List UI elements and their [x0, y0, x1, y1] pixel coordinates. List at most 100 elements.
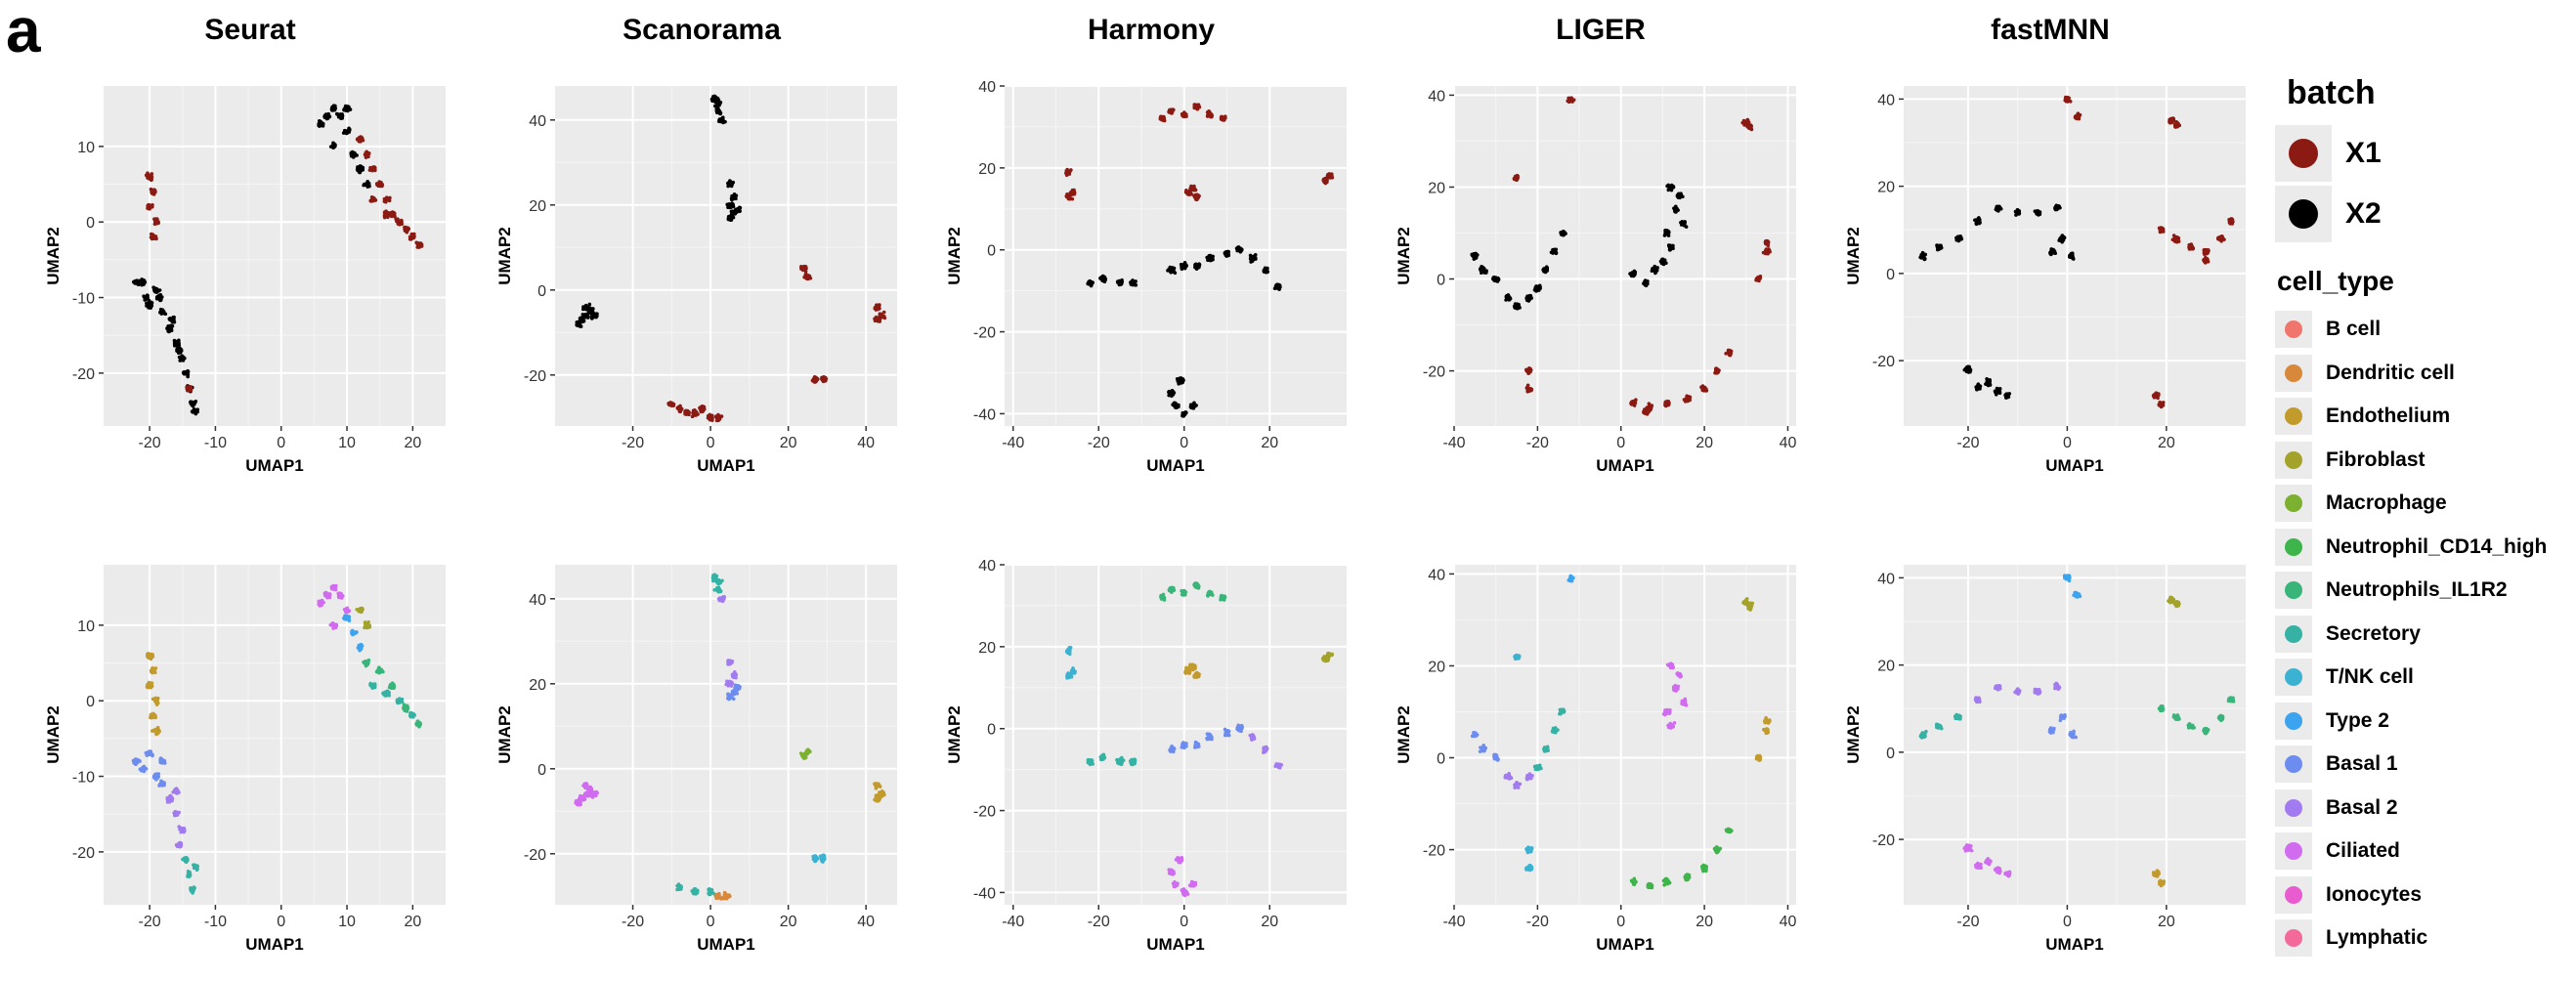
data-point	[2068, 100, 2073, 104]
data-point	[667, 401, 672, 405]
data-point	[1984, 382, 1988, 386]
data-point	[1188, 188, 1192, 192]
data-point	[2055, 206, 2059, 210]
data-point	[151, 713, 156, 718]
data-point	[1224, 251, 1229, 256]
y-tick-label: 40	[1877, 92, 1895, 108]
data-point	[154, 698, 158, 703]
data-point	[1195, 265, 1200, 270]
data-point	[718, 111, 722, 116]
data-point	[355, 137, 360, 142]
data-point	[1065, 169, 1069, 174]
data-point	[178, 359, 183, 363]
cluster-ciliated	[317, 583, 352, 630]
data-point	[150, 178, 153, 183]
data-point	[149, 205, 152, 209]
plot-background	[1454, 86, 1796, 426]
data-point	[415, 240, 420, 245]
data-point	[1974, 220, 1979, 225]
data-point	[351, 629, 355, 633]
data-point	[158, 296, 162, 300]
data-point	[882, 316, 887, 320]
data-point	[158, 757, 162, 762]
cluster-x1	[355, 135, 424, 249]
data-point	[182, 828, 187, 832]
x-axis-label: UMAP1	[697, 456, 755, 475]
data-point	[340, 113, 345, 118]
data-point	[1275, 283, 1280, 287]
data-point	[578, 322, 582, 326]
y-tick-label: -20	[1872, 354, 1895, 370]
umap-plot-fastmnn-batch: -20 0 20 -20 0 20 40 UMAP1 UMAP2	[1844, 59, 2255, 493]
data-point	[344, 106, 349, 110]
data-point	[405, 227, 409, 231]
data-point	[1645, 280, 1649, 285]
data-point	[1528, 387, 1533, 391]
data-point	[324, 594, 329, 599]
data-point	[1525, 383, 1530, 388]
data-point	[2160, 229, 2165, 234]
data-point	[168, 316, 172, 320]
x-tick-label: -10	[204, 435, 227, 451]
y-tick-label: 0	[987, 243, 996, 260]
y-tick-label: -20	[973, 325, 996, 342]
y-tick-label: -20	[524, 368, 546, 385]
data-point	[1496, 277, 1501, 281]
data-point	[192, 406, 196, 411]
data-point	[699, 409, 704, 414]
data-point	[369, 195, 374, 200]
data-point	[150, 667, 154, 672]
data-point	[694, 413, 698, 417]
data-point	[180, 827, 184, 831]
data-point	[1238, 247, 1242, 252]
data-point	[881, 310, 886, 315]
data-point	[714, 108, 719, 113]
y-tick-label: 0	[86, 694, 95, 710]
data-point	[1766, 241, 1770, 245]
data-point	[1249, 260, 1253, 264]
data-point	[2172, 238, 2176, 242]
x-axis-label: UMAP1	[245, 456, 304, 475]
y-tick-label: 40	[529, 113, 546, 130]
data-point	[172, 338, 177, 343]
data-point	[1524, 296, 1528, 301]
data-point	[1676, 208, 1680, 212]
data-point	[1070, 196, 1075, 201]
data-point	[331, 141, 335, 146]
data-point	[2016, 210, 2021, 215]
data-point	[1995, 204, 1999, 209]
data-point	[381, 692, 386, 696]
cluster-x1	[1064, 103, 1335, 202]
data-point	[319, 121, 322, 126]
data-point	[392, 211, 397, 216]
x-tick-label: 20	[404, 435, 421, 451]
data-point	[1700, 384, 1705, 388]
data-point	[1665, 232, 1670, 236]
data-point	[1100, 278, 1105, 283]
data-point	[170, 796, 175, 801]
data-point	[142, 294, 146, 299]
data-point	[333, 107, 338, 110]
data-point	[1167, 109, 1171, 114]
data-point	[1515, 303, 1520, 307]
data-point	[1176, 405, 1181, 408]
cluster-endothelium	[145, 652, 161, 737]
data-point	[1067, 194, 1072, 199]
data-point	[161, 311, 165, 316]
data-point	[1090, 279, 1094, 284]
data-point	[1134, 279, 1138, 283]
data-point	[1939, 244, 1943, 249]
data-point	[807, 274, 812, 278]
data-point	[1534, 286, 1539, 291]
data-point	[417, 245, 421, 249]
data-point	[1183, 410, 1188, 415]
data-point	[358, 647, 362, 651]
x-tick-label: 10	[338, 914, 356, 930]
data-point	[142, 282, 146, 286]
data-point	[343, 609, 348, 613]
data-point	[349, 153, 354, 158]
cluster-type-2	[342, 614, 365, 653]
data-point	[1193, 188, 1198, 192]
data-point	[1668, 245, 1672, 250]
data-point	[1663, 229, 1668, 234]
